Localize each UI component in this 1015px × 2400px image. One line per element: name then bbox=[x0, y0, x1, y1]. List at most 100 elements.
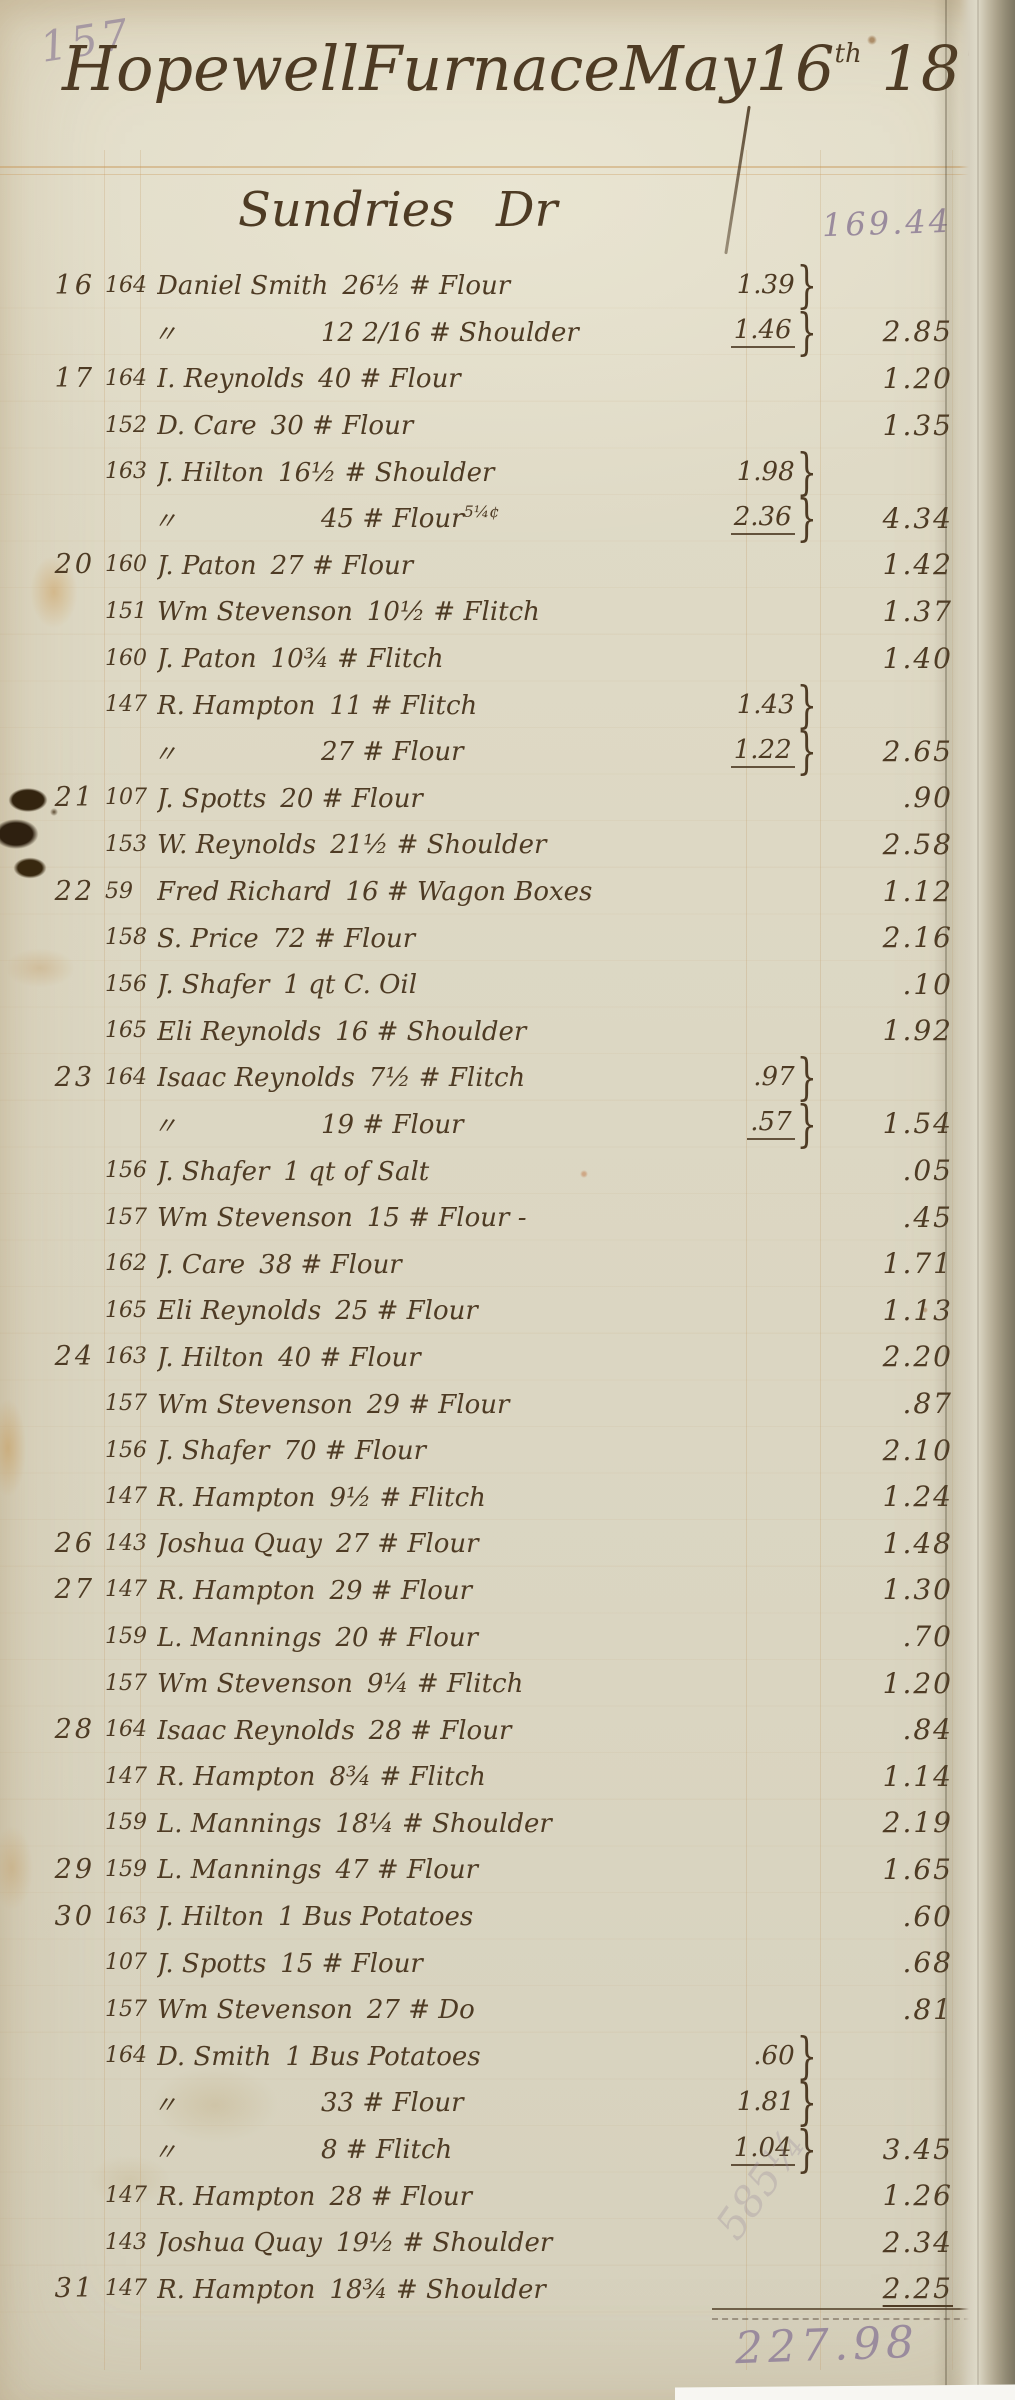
customer-name: J. Care bbox=[157, 1249, 246, 1280]
item-quantity: 18¾ # Shoulder bbox=[329, 2274, 546, 2305]
account-number-cell: 163 bbox=[105, 459, 147, 485]
sub-amount-cell: 1.46} bbox=[690, 302, 825, 361]
item-quantity: 27 # Flour bbox=[321, 737, 464, 768]
sub-amount-cell: .60} bbox=[690, 2026, 825, 2085]
account-number-cell: 162 bbox=[105, 1251, 147, 1277]
amount-cell: 2.34 bbox=[882, 2225, 953, 2259]
title-word: May bbox=[620, 32, 756, 105]
ledger-row: 153 W. Reynolds 21½ # Shoulder 2.58 bbox=[0, 821, 1015, 868]
account-number-cell: 160 bbox=[105, 645, 147, 671]
account-number-cell: 164 bbox=[105, 1064, 147, 1090]
amount-cell: 1.35 bbox=[882, 408, 953, 442]
ledger-row: 28 164 Isaac Reynolds 28 # Flour .84 bbox=[0, 1706, 1015, 1753]
brace-glyph: } bbox=[796, 488, 817, 548]
account-number-cell: 153 bbox=[105, 831, 147, 857]
amount-cell: .05 bbox=[902, 1154, 953, 1188]
customer-name: J. Spotts bbox=[157, 783, 267, 814]
description-cell: I. Reynolds 40 # Flour bbox=[157, 362, 690, 394]
account-number-cell: 107 bbox=[105, 1950, 147, 1976]
description-cell: 33 # Flour bbox=[157, 2086, 690, 2118]
customer-name: L. Mannings bbox=[157, 1855, 322, 1886]
customer-name: J. Shafer bbox=[157, 970, 270, 1001]
description-cell: Daniel Smith 26½ # Flour bbox=[157, 269, 690, 301]
amount-cell: .60 bbox=[902, 1899, 953, 1933]
customer-name: Wm Stevenson bbox=[157, 597, 353, 628]
item-quantity: 10¾ # Flitch bbox=[270, 644, 444, 675]
brace-glyph: } bbox=[796, 255, 817, 315]
amount-cell: 1.20 bbox=[882, 1666, 953, 1700]
sub-amount-cell: 1.43} bbox=[690, 675, 825, 734]
item-quantity: 1 qt C. Oil bbox=[283, 970, 418, 1001]
account-number-cell: 157 bbox=[105, 1670, 147, 1696]
customer-name: R. Hampton bbox=[157, 690, 316, 721]
customer-name: J. Hilton bbox=[157, 1342, 265, 1373]
description-cell: 45 # Flour5¼¢ bbox=[157, 502, 690, 534]
customer-name: Daniel Smith bbox=[157, 271, 329, 302]
account-number-cell: 163 bbox=[105, 1344, 147, 1370]
item-quantity: 20 # Flour bbox=[280, 783, 423, 814]
description-cell: R. Hampton 18¾ # Shoulder bbox=[157, 2273, 690, 2305]
customer-name: L. Mannings bbox=[157, 1808, 322, 1839]
ledger-row: 〃 33 # Flour 1.81} bbox=[0, 2073, 1015, 2132]
sub-amount-cell: 2.36} bbox=[690, 489, 825, 548]
customer-name: Joshua Quay bbox=[157, 2228, 322, 2259]
item-quantity: 40 # Flour bbox=[278, 1342, 421, 1373]
title-year: 1873 bbox=[881, 32, 1015, 105]
account-number-cell: 160 bbox=[105, 552, 147, 578]
account-number-cell: 143 bbox=[105, 1530, 147, 1556]
ledger-row: 23 164 Isaac Reynolds 7½ # Flitch .97} bbox=[0, 1048, 1015, 1107]
sub-amount: 1.04 bbox=[730, 2133, 795, 2166]
description-cell: S. Price 72 # Flour bbox=[157, 922, 690, 954]
account-number-cell: 159 bbox=[105, 1810, 147, 1836]
price-note: 5¼¢ bbox=[463, 502, 500, 522]
customer-name: R. Hampton bbox=[157, 2181, 316, 2212]
ledger-row: 163 J. Hilton 16½ # Shoulder 1.98} bbox=[0, 442, 1015, 501]
grand-total: 227.98 bbox=[734, 2316, 920, 2375]
item-quantity: 25 # Flour bbox=[335, 1296, 478, 1327]
item-quantity: 12 2/16 # Shoulder bbox=[321, 317, 579, 348]
sub-amount-cell: .57} bbox=[690, 1095, 825, 1153]
sub-amount: .97 bbox=[753, 1062, 795, 1093]
amount-cell: 1.54 bbox=[882, 1107, 953, 1141]
item-quantity: 15 # Flour - bbox=[366, 1203, 527, 1234]
item-quantity: 15 # Flour bbox=[280, 1948, 423, 1979]
account-number-cell: 〃 bbox=[153, 1112, 177, 1141]
account-number-cell: 152 bbox=[105, 412, 147, 438]
description-cell: R. Hampton 9½ # Flitch bbox=[157, 1481, 690, 1513]
ledger-row: 156 J. Shafer 1 qt C. Oil .10 bbox=[0, 961, 1015, 1008]
account-number-cell: 157 bbox=[105, 1996, 147, 2022]
description-cell: L. Mannings 18¼ # Shoulder bbox=[157, 1807, 690, 1839]
sub-amount: .60 bbox=[753, 2040, 795, 2071]
account-number-cell: 164 bbox=[105, 365, 147, 391]
day-cell: 17 bbox=[54, 362, 95, 394]
description-cell: R. Hampton 8¾ # Flitch bbox=[157, 1760, 690, 1792]
customer-name: D. Care bbox=[157, 411, 257, 442]
account-number-cell: 147 bbox=[105, 2183, 147, 2209]
ledger-row: 26 143 Joshua Quay 27 # Flour 1.48 bbox=[0, 1520, 1015, 1567]
item-quantity: 38 # Flour bbox=[259, 1249, 402, 1280]
ledger-row: 17 164 I. Reynolds 40 # Flour 1.20 bbox=[0, 355, 1015, 402]
description-cell: D. Smith 1 Bus Potatoes bbox=[157, 2040, 690, 2072]
amount-cell: 2.20 bbox=[882, 1340, 953, 1374]
amount-cell: 1.42 bbox=[882, 548, 953, 582]
account-number-cell: 147 bbox=[105, 2276, 147, 2302]
description-cell: J. Shafer 1 qt C. Oil bbox=[157, 968, 690, 1000]
day-cell: 28 bbox=[54, 1714, 95, 1746]
account-number-cell: 164 bbox=[105, 2043, 147, 2069]
ledger-row: 147 R. Hampton 28 # Flour 1.26 bbox=[0, 2172, 1015, 2219]
account-number-cell: 143 bbox=[105, 2229, 147, 2255]
account-number-cell: 164 bbox=[105, 1717, 147, 1743]
sub-amount: .57 bbox=[747, 1107, 795, 1141]
brace-glyph: } bbox=[796, 442, 817, 502]
ledger-row: 156 J. Shafer 70 # Flour 2.10 bbox=[0, 1427, 1015, 1474]
description-cell: Isaac Reynolds 28 # Flour bbox=[157, 1714, 690, 1746]
account-number-cell: 159 bbox=[105, 1856, 147, 1882]
customer-name: J. Paton bbox=[157, 550, 257, 581]
account-number-cell: 158 bbox=[105, 925, 147, 951]
customer-name: W. Reynolds bbox=[157, 830, 317, 861]
description-cell: R. Hampton 11 # Flitch bbox=[157, 689, 690, 721]
description-cell: W. Reynolds 21½ # Shoulder bbox=[157, 828, 690, 860]
account-number-cell: 147 bbox=[105, 692, 147, 718]
customer-name: J. Paton bbox=[157, 644, 257, 675]
